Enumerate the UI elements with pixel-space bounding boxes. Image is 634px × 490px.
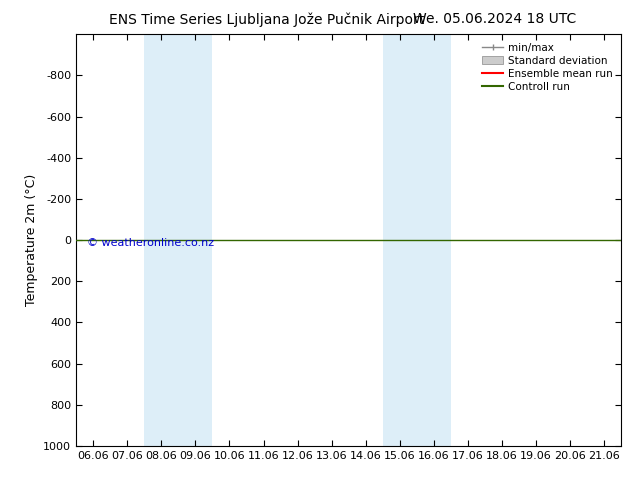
Text: We. 05.06.2024 18 UTC: We. 05.06.2024 18 UTC <box>413 12 576 26</box>
Text: ENS Time Series Ljubljana Jože Pučnik Airport: ENS Time Series Ljubljana Jože Pučnik Ai… <box>108 12 424 27</box>
Bar <box>383 34 451 446</box>
Bar <box>144 34 212 446</box>
Y-axis label: Temperature 2m (°C): Temperature 2m (°C) <box>25 174 37 306</box>
Legend: min/max, Standard deviation, Ensemble mean run, Controll run: min/max, Standard deviation, Ensemble me… <box>478 39 617 96</box>
Text: © weatheronline.co.nz: © weatheronline.co.nz <box>87 238 214 248</box>
